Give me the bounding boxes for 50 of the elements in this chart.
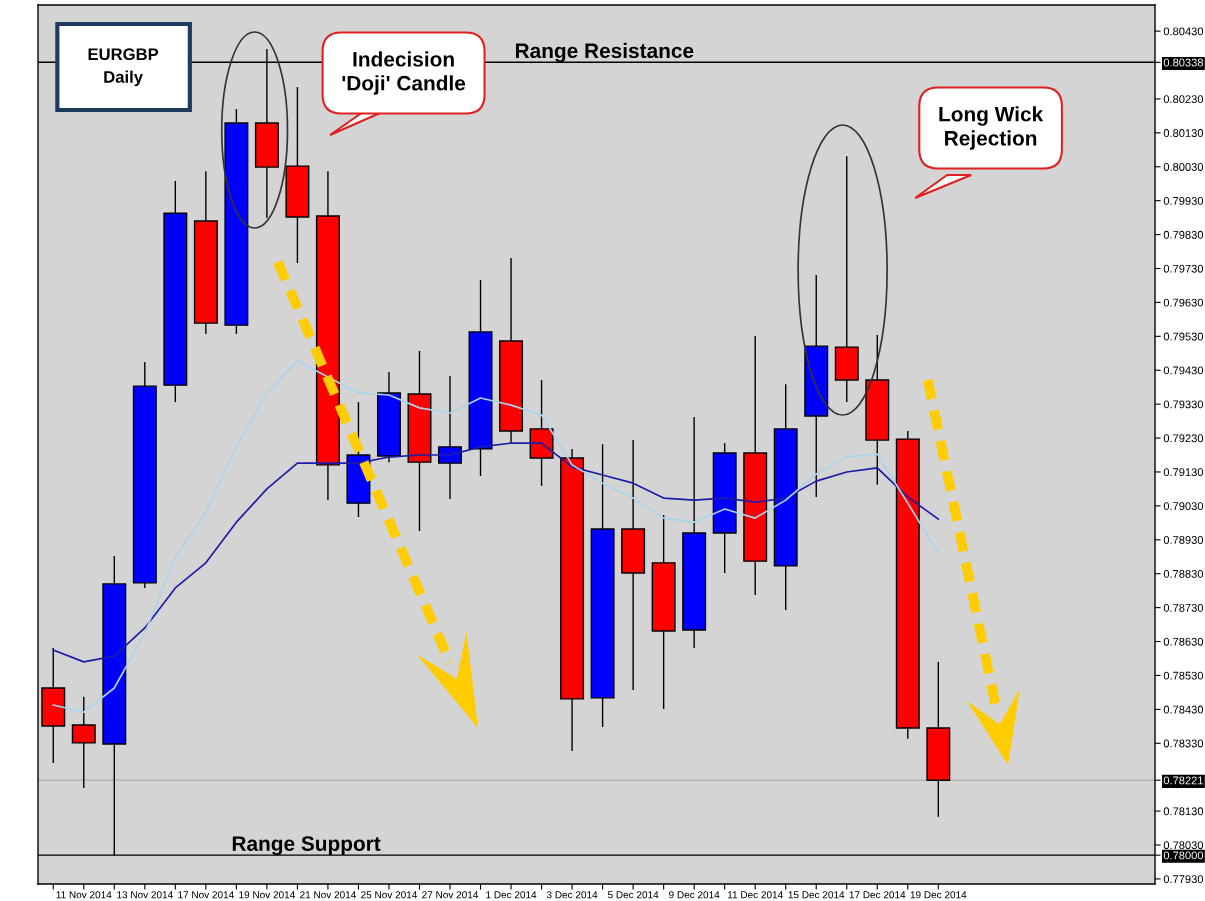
x-tick-label: 3 Dec 2014 [546,891,598,899]
x-tick-label: 13 Nov 2014 [117,891,173,899]
y-tick-label: 0.79230 [1163,434,1204,443]
y-tick-label: 0.80030 [1163,163,1204,171]
y-tick-label: 0.78330 [1163,739,1204,748]
y-tick-label: 0.79030 [1163,502,1204,511]
y-tick-label: 0.78630 [1163,637,1204,646]
y-tick-label: 0.78530 [1163,671,1204,680]
x-tick-label: 17 Nov 2014 [178,891,234,899]
x-tick-label: 19 Dec 2014 [910,891,967,899]
ref-line-label: Range Support [232,836,381,856]
candlestick [438,375,462,500]
annotation: Indecision 'Doji' Candle [342,51,466,95]
y-tick-label: 0.79430 [1163,366,1204,375]
x-tick-label: 21 Nov 2014 [300,891,356,899]
y-tick-label: 0.79630 [1163,298,1204,307]
y-tick-label: 0.79530 [1163,332,1204,341]
x-tick-label: 25 Nov 2014 [361,891,418,899]
x-tick-label: 11 Nov 2014 [56,891,112,899]
y-tick-label: 0.78930 [1163,536,1204,544]
ref-line-label: Range Resistance [515,42,694,63]
y-tick-label: 0.78130 [1163,807,1204,816]
y-tick-label: 0.79330 [1163,400,1204,409]
y-tick-label: 0.80430 [1163,27,1204,36]
x-tick-label: 19 Nov 2014 [239,891,295,899]
x-tick-label: 11 Dec 2014 [727,891,783,899]
y-tick-label: 0.80230 [1163,95,1204,104]
y-tick-label: 0.78430 [1163,705,1204,714]
x-tick-label: 5 Dec 2014 [607,891,659,899]
y-tick-label: 0.80130 [1163,129,1204,137]
y-tick-label: 0.78030 [1163,841,1204,850]
y-tick-label: 0.78000 [1163,851,1204,860]
annotation: Long Wick Rejection [939,106,1044,150]
x-tick-label: 9 Dec 2014 [669,891,720,899]
candlestick [71,696,96,789]
y-tick-label: 0.78221 [1163,776,1203,785]
x-tick-label: 15 Dec 2014 [788,891,845,899]
y-tick-label: 0.79730 [1163,264,1204,273]
y-tick-label: 0.79830 [1163,230,1204,239]
y-tick-label: 0.78830 [1163,569,1204,578]
y-tick-label: 0.79930 [1163,196,1204,205]
y-tick-label: 0.80338 [1163,58,1204,67]
x-tick-label: 17 Dec 2014 [849,891,906,899]
text: EURGBP Daily [88,48,159,87]
line-series [52,442,940,663]
y-tick-label: 0.77930 [1163,875,1204,884]
x-tick-label: 27 Nov 2014 [422,891,479,899]
y-tick-label: 0.79130 [1163,468,1204,477]
y-tick-label: 0.78730 [1163,603,1204,612]
x-tick-label: 1 Dec 2014 [486,891,537,899]
